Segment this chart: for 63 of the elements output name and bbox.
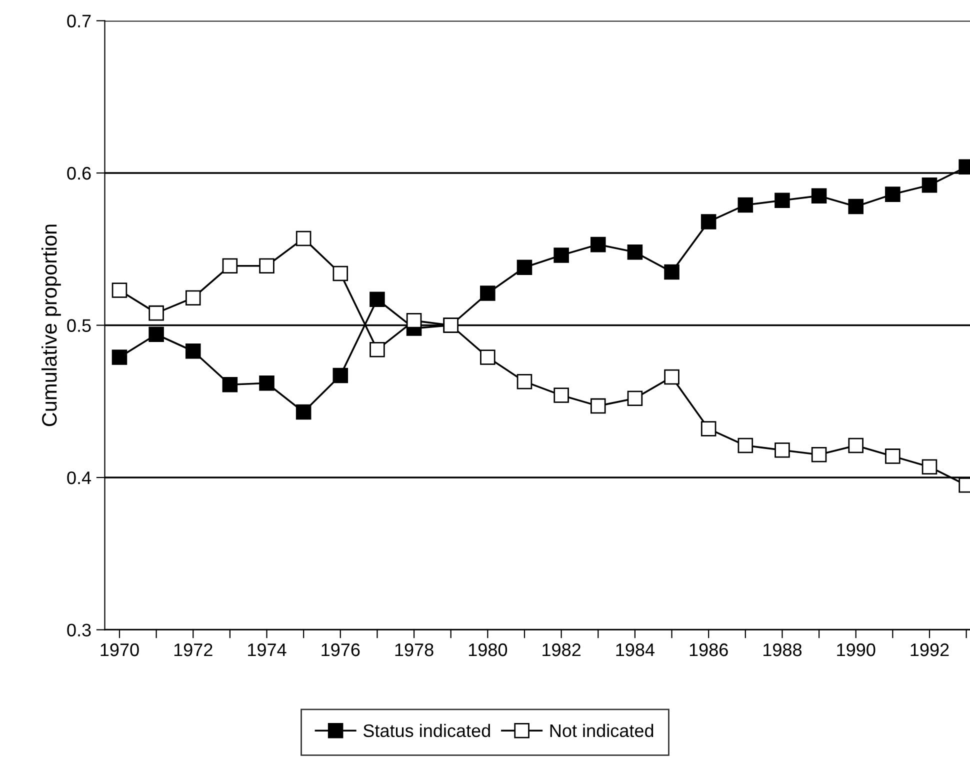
point	[627, 244, 643, 260]
point	[590, 398, 606, 414]
point	[590, 236, 606, 252]
x-tick-label: 1986	[690, 643, 728, 656]
point	[259, 375, 274, 391]
x-tick-label: 1972	[174, 643, 212, 656]
point	[259, 258, 274, 274]
point	[222, 376, 238, 392]
point	[738, 197, 754, 213]
x-tick-label: 1978	[395, 643, 434, 656]
point	[738, 438, 754, 454]
x-tick-label: 1992	[910, 643, 949, 656]
point	[700, 214, 716, 230]
point	[811, 447, 827, 462]
x-tick-label: 1984	[616, 643, 655, 656]
point	[554, 248, 569, 263]
point	[774, 442, 790, 458]
point	[185, 290, 201, 306]
point	[885, 186, 900, 202]
point	[627, 390, 643, 406]
x-tick-label: 1970	[100, 643, 139, 656]
x-tick-label: 1982	[542, 643, 580, 656]
legend-label: Status indicated	[363, 724, 490, 738]
point	[848, 198, 864, 214]
x-tick-label: 1974	[248, 643, 286, 656]
y-tick-label: 0.4	[67, 471, 92, 484]
point	[185, 343, 201, 359]
point	[922, 459, 938, 474]
point	[554, 388, 569, 403]
point	[332, 266, 348, 282]
point	[222, 258, 238, 274]
point	[296, 230, 312, 246]
point	[516, 260, 532, 276]
point	[148, 326, 164, 342]
point	[406, 313, 422, 328]
point	[480, 350, 496, 365]
x-tick-label: 1980	[468, 643, 508, 656]
point	[664, 264, 680, 280]
point	[922, 178, 938, 193]
point	[774, 192, 790, 208]
point	[848, 438, 864, 454]
y-tick-label: 0.5	[67, 319, 91, 332]
point	[885, 448, 900, 464]
point	[516, 374, 532, 390]
y-tick-label: 0.7	[67, 14, 91, 28]
y-tick-label: 0.6	[67, 166, 91, 180]
y-tick-label: 0.3	[67, 624, 91, 636]
point	[811, 188, 827, 204]
x-tick-label: 1988	[764, 643, 802, 656]
point	[112, 282, 128, 298]
point	[664, 369, 680, 385]
point	[332, 368, 348, 384]
x-tick-label: 1990	[837, 643, 876, 656]
point	[370, 342, 385, 358]
point	[296, 404, 312, 420]
point	[370, 292, 385, 308]
y-axis-title: Cumulative proportion	[41, 224, 61, 426]
point	[480, 286, 496, 301]
legend-label: Not indicated	[550, 724, 654, 738]
x-tick-label: 1976	[322, 643, 360, 656]
point	[112, 350, 128, 365]
point	[148, 305, 164, 321]
point	[700, 421, 716, 436]
